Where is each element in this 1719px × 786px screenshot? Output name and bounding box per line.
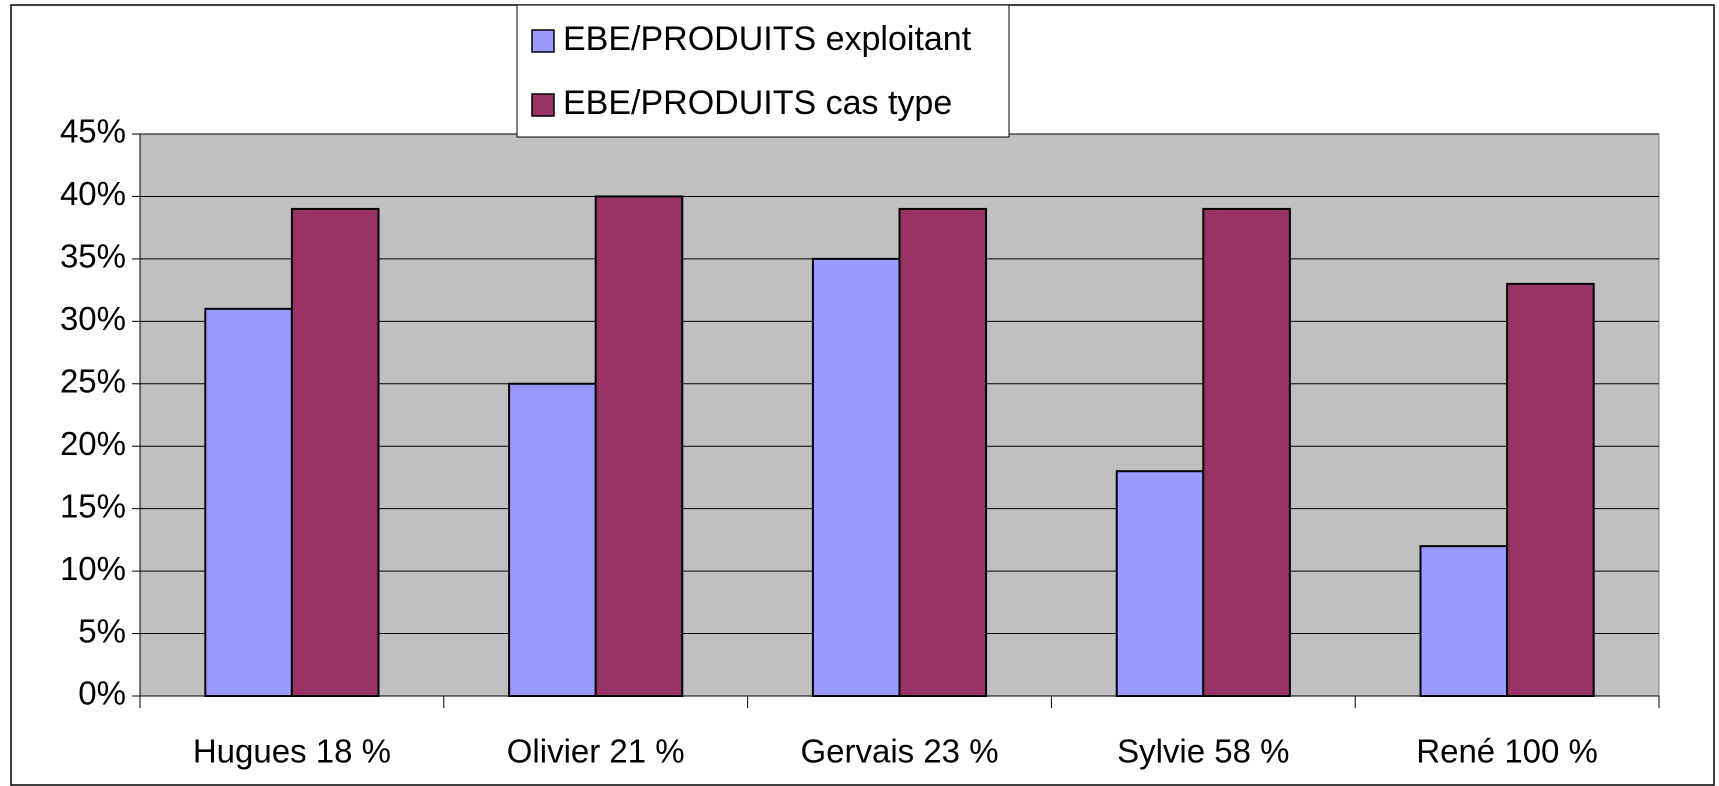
x-tick-label: René 100 %	[1416, 733, 1598, 770]
legend-label: EBE/PRODUITS exploitant	[563, 20, 972, 58]
y-tick-label: 30%	[60, 300, 126, 337]
x-tick-label: Gervais 23 %	[800, 733, 998, 770]
bar	[898, 207, 988, 698]
bar	[594, 195, 684, 697]
bar	[1115, 470, 1205, 698]
x-tick-label: Olivier 21 %	[507, 733, 685, 770]
bar	[204, 307, 293, 697]
y-tick-label: 15%	[60, 487, 126, 524]
y-tick-label: 5%	[78, 612, 126, 649]
legend-label: EBE/PRODUITS cas type	[563, 84, 952, 122]
y-tick-label: 45%	[60, 113, 126, 150]
y-tick-label: 40%	[60, 175, 126, 212]
y-tick-label: 0%	[78, 675, 126, 712]
x-tick-label: Hugues 18 %	[193, 733, 391, 770]
y-tick-label: 10%	[60, 550, 126, 587]
bar	[1202, 207, 1291, 698]
x-tick-label: Sylvie 58 %	[1117, 733, 1289, 770]
legend-swatch	[531, 29, 555, 53]
bar	[1419, 545, 1509, 698]
y-tick-label: 35%	[60, 238, 126, 275]
y-tick-label: 25%	[60, 362, 126, 399]
y-tick-label: 20%	[60, 425, 126, 462]
bar	[508, 382, 597, 697]
bar	[1506, 282, 1595, 697]
legend-swatch	[531, 93, 555, 117]
legend-box	[516, 4, 1010, 138]
bar	[811, 257, 901, 697]
bar	[290, 207, 380, 698]
